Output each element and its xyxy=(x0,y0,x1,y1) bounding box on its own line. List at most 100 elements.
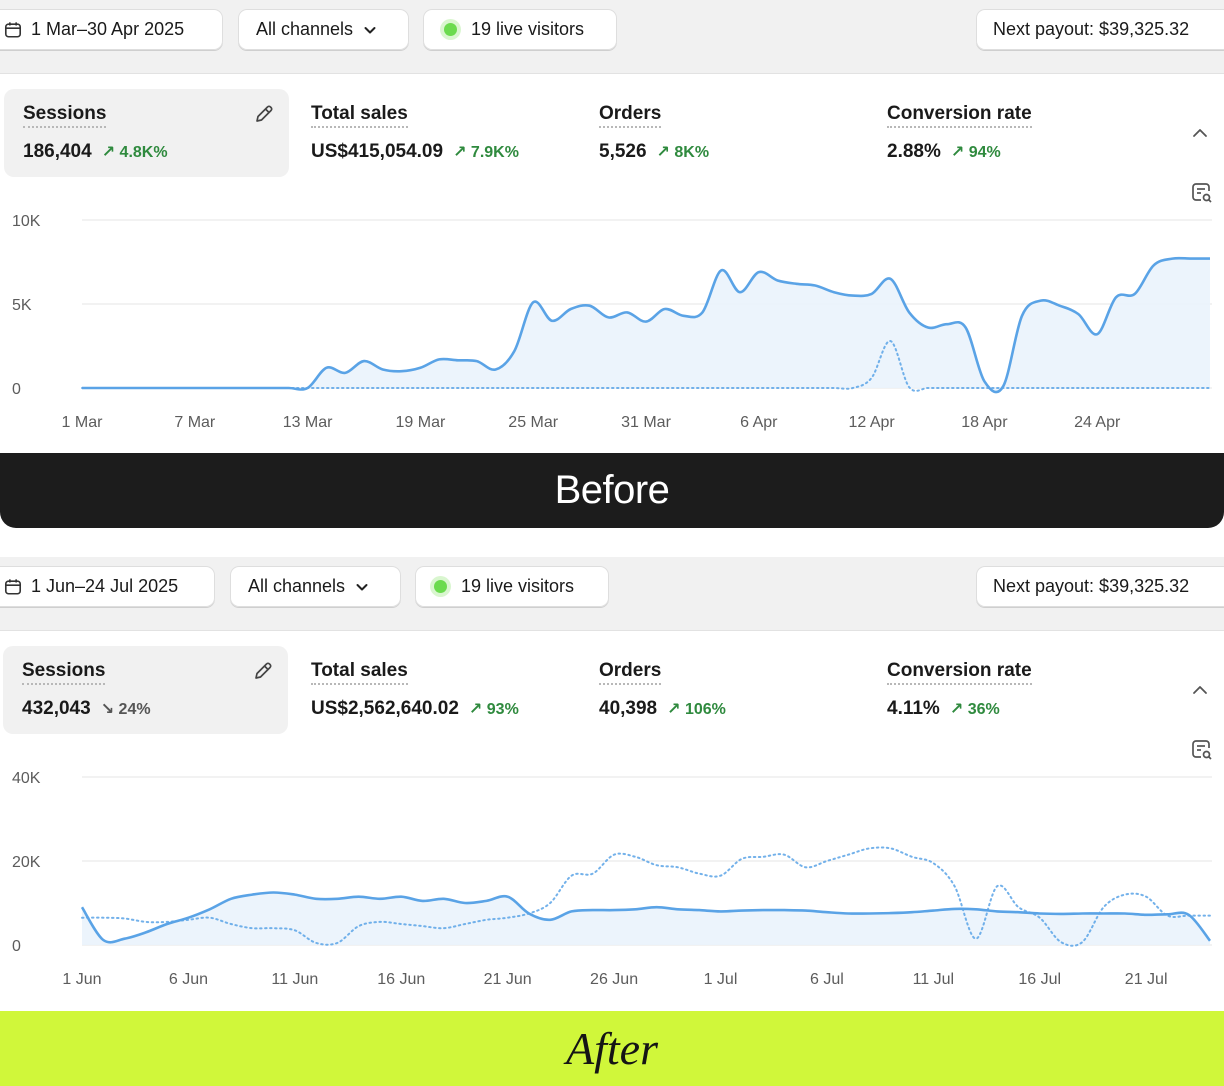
metric-value: 2.88% ↗ 94% xyxy=(887,141,1001,163)
data-point-current xyxy=(226,894,236,904)
metric-total-sales[interactable]: Total sales US$2,562,640.02 ↗ 93% xyxy=(292,646,577,734)
data-point-current xyxy=(822,907,832,917)
payout-button[interactable]: Next payout: $39,325.32 xyxy=(976,9,1224,50)
x-tick-label: 1 Jun xyxy=(62,971,101,988)
data-point-current xyxy=(843,909,853,919)
data-point-comparison xyxy=(265,383,275,393)
chevron-up-icon[interactable] xyxy=(1191,681,1209,699)
pencil-icon[interactable] xyxy=(253,103,275,125)
data-point-comparison xyxy=(758,852,768,862)
data-point-current xyxy=(716,265,726,275)
metric-sessions[interactable]: Sessions 186,404 ↗ 4.8K% xyxy=(4,89,289,177)
data-point-comparison xyxy=(481,915,491,925)
metric-value: 40,398 ↗ 106% xyxy=(599,698,726,720)
data-point-comparison xyxy=(848,383,858,393)
data-point-current xyxy=(679,311,689,321)
data-point-current xyxy=(779,905,789,915)
before-banner: Before xyxy=(0,453,1224,528)
arrow-up-right-icon: ↗ xyxy=(950,144,969,161)
date-range-picker[interactable]: 1 Jun–24 Jul 2025 xyxy=(0,566,215,607)
after-banner-text: After xyxy=(566,1023,658,1074)
report-search-icon[interactable] xyxy=(1190,738,1214,762)
x-tick-label: 7 Mar xyxy=(174,414,216,431)
data-point-comparison xyxy=(503,913,513,923)
data-point-comparison xyxy=(609,850,619,860)
data-point-current xyxy=(340,368,350,378)
pencil-icon[interactable] xyxy=(252,660,274,682)
metric-value: 4.11% ↗ 36% xyxy=(887,698,1000,720)
data-point-current xyxy=(439,894,449,904)
metric-label: Total sales xyxy=(311,103,408,128)
data-point-comparison xyxy=(1130,383,1140,393)
x-tick-label: 16 Jun xyxy=(377,971,425,988)
metric-sessions[interactable]: Sessions 432,043 ↘ 24% xyxy=(3,646,288,734)
chevron-up-icon[interactable] xyxy=(1191,124,1209,142)
date-range-label: 1 Mar–30 Apr 2025 xyxy=(31,19,185,39)
metric-total-sales[interactable]: Total sales US$415,054.09 ↗ 7.9K% xyxy=(292,89,577,177)
data-point-comparison xyxy=(829,383,839,393)
data-point-current xyxy=(566,304,576,314)
data-point-current xyxy=(829,287,839,297)
data-point-current xyxy=(630,904,640,914)
data-point-comparison xyxy=(1013,902,1023,912)
data-point-current xyxy=(810,281,820,291)
calendar-icon xyxy=(4,21,22,38)
metric-orders[interactable]: Orders 5,526 ↗ 8K% xyxy=(580,89,865,177)
live-visitors-button[interactable]: 19 live visitors xyxy=(415,566,609,607)
data-point-comparison xyxy=(528,383,538,393)
data-point-current xyxy=(585,301,595,311)
data-point-current xyxy=(904,307,914,317)
data-point-current xyxy=(460,898,470,908)
metric-conversion-rate[interactable]: Conversion rate 4.11% ↗ 36% xyxy=(868,646,1153,734)
data-point-current xyxy=(120,934,130,944)
data-point-current xyxy=(481,896,491,906)
data-point-current xyxy=(673,904,683,914)
data-point-comparison xyxy=(205,913,215,923)
data-point-comparison xyxy=(971,934,981,944)
data-point-current xyxy=(1092,329,1102,339)
data-point-current xyxy=(472,356,482,366)
data-point-current xyxy=(396,892,406,902)
date-range-picker[interactable]: 1 Mar–30 Apr 2025 xyxy=(0,9,223,50)
metric-label: Sessions xyxy=(23,103,107,128)
metric-number: US$2,562,640.02 xyxy=(311,698,459,719)
metric-change-value: 4.8K% xyxy=(119,144,168,161)
live-dot-icon xyxy=(434,580,447,593)
data-point-comparison xyxy=(1149,383,1159,393)
report-search-icon[interactable] xyxy=(1190,181,1214,205)
channels-dropdown[interactable]: All channels xyxy=(230,566,401,607)
data-point-comparison xyxy=(418,921,428,931)
data-point-comparison xyxy=(1184,911,1194,921)
data-point-comparison xyxy=(1073,383,1083,393)
data-point-comparison xyxy=(226,919,236,929)
data-point-comparison xyxy=(77,383,87,393)
data-point-comparison xyxy=(773,383,783,393)
data-point-comparison xyxy=(923,383,933,393)
metric-number: 2.88% xyxy=(887,141,941,162)
metric-orders[interactable]: Orders 40,398 ↗ 106% xyxy=(580,646,865,734)
data-point-current xyxy=(885,274,895,284)
live-visitors-button[interactable]: 19 live visitors xyxy=(423,9,617,50)
data-point-current xyxy=(77,902,87,912)
calendar-icon xyxy=(4,578,22,595)
data-point-comparison xyxy=(679,383,689,393)
data-point-comparison xyxy=(1186,383,1196,393)
metric-conversion-rate[interactable]: Conversion rate 2.88% ↗ 94% xyxy=(868,89,1153,177)
data-point-comparison xyxy=(397,383,407,393)
channels-dropdown[interactable]: All channels xyxy=(238,9,409,50)
payout-label: Next payout: $39,325.32 xyxy=(993,576,1190,596)
metric-change: ↘ 24% xyxy=(101,701,151,718)
data-point-comparison xyxy=(660,383,670,393)
payout-button[interactable]: Next payout: $39,325.32 xyxy=(976,566,1224,607)
data-point-comparison xyxy=(950,881,960,891)
data-point-current xyxy=(697,307,707,317)
y-tick-label: 10K xyxy=(12,213,41,230)
series-line-comparison xyxy=(81,846,1211,947)
metric-value: US$2,562,640.02 ↗ 93% xyxy=(311,698,519,720)
metric-number: US$415,054.09 xyxy=(311,141,444,162)
data-point-comparison xyxy=(209,383,219,393)
data-point-current xyxy=(641,317,651,327)
x-tick-label: 19 Mar xyxy=(396,414,446,431)
metric-change: ↗ 36% xyxy=(950,701,1000,718)
separator xyxy=(0,528,1224,557)
